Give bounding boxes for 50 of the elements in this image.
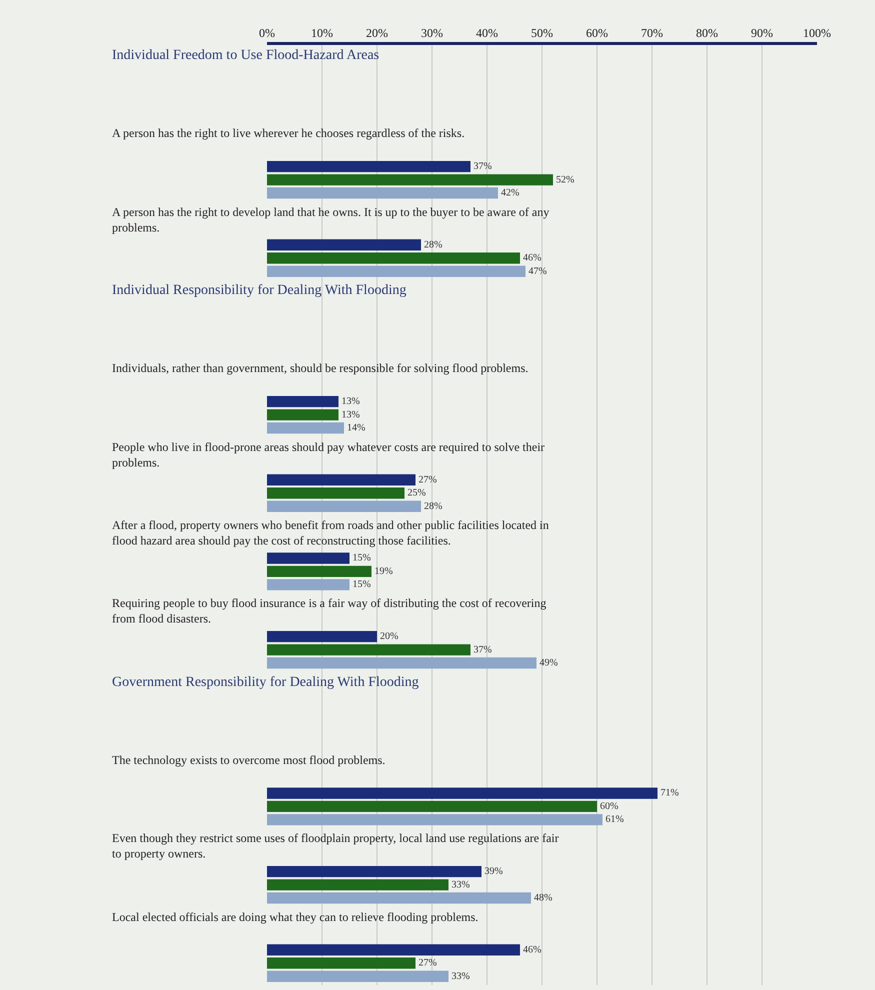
y-tick-label: A person has the right to live wherever he chooses regardless of the risks. (112, 126, 465, 140)
data-label: 39% (484, 866, 503, 878)
data-label: 28% (424, 239, 442, 250)
x-tick-label: 50% (531, 26, 553, 40)
data-label: 25% (408, 488, 426, 499)
y-tick-label: People who live in flood-prone areas should pay whatever costs are required to solve their problems. (112, 440, 545, 470)
data-label: 27% (418, 474, 437, 486)
data-label: 61% (606, 814, 624, 826)
y-tick-label: The technology exists to overcome most flood problems. (112, 753, 386, 767)
data-label: 37% (474, 161, 492, 172)
x-tick-label: 70% (641, 26, 663, 40)
data-label: 48% (534, 892, 552, 904)
y-tick-label: Individuals, rather than government, should be responsible for solving flood problems. (112, 361, 528, 375)
data-label: 20% (380, 631, 398, 642)
data-label: 60% (600, 800, 618, 812)
data-label: 15% (352, 552, 371, 564)
x-tick-label: 20% (366, 26, 388, 40)
x-tick-label: 80% (696, 26, 718, 40)
data-label: 46% (523, 252, 542, 264)
y-tick-label: After a flood, property owners who benefit from roads and other public facilities located in flood hazard area should pay the cost of reconstructing those facilities. (112, 518, 549, 548)
data-label: 15% (352, 579, 371, 590)
data-label: 52% (556, 174, 574, 186)
x-tick-label: 40% (476, 26, 498, 40)
data-label: 46% (523, 944, 542, 956)
data-label: 13% (342, 409, 360, 420)
x-tick-label: 0% (259, 26, 275, 40)
y-tick-label: Requiring people to buy flood insurance is a fair way of distributing the cost of recovering from flood disasters. (112, 596, 546, 626)
data-label: 71% (660, 788, 679, 799)
data-label: 42% (501, 188, 520, 199)
data-label: 13% (342, 396, 360, 408)
data-label: 47% (528, 266, 547, 277)
data-label: 33% (452, 970, 470, 982)
data-label: 28% (424, 500, 442, 512)
x-tick-label: 60% (586, 26, 608, 40)
data-label: 37% (474, 644, 492, 656)
data-label: 33% (452, 879, 470, 890)
y-tick-label: Individual Responsibility for Dealing With Flooding (112, 283, 406, 298)
data-label: 19% (374, 566, 393, 577)
x-tick-label: 10% (311, 26, 333, 40)
y-tick-label: A person has the right to develop land that he owns. It is up to the buyer to be aware of any problems. (112, 205, 550, 235)
y-tick-label: Government Responsibility for Dealing With Flooding (112, 675, 419, 690)
x-tick-label: 30% (421, 26, 443, 40)
x-tick-label: 100% (803, 26, 831, 40)
data-label: 49% (540, 658, 558, 669)
data-label: 14% (347, 422, 366, 434)
data-label: 27% (418, 958, 437, 969)
y-tick-label: Individual Freedom to Use Flood-Hazard Areas (112, 48, 380, 63)
x-tick-label: 90% (751, 26, 773, 40)
y-tick-label: Local elected officials are doing what they can to relieve flooding problems. (112, 910, 478, 924)
y-tick-label: Even though they restrict some uses of floodplain property, local land use regulations are fair to property owners. (112, 831, 559, 861)
